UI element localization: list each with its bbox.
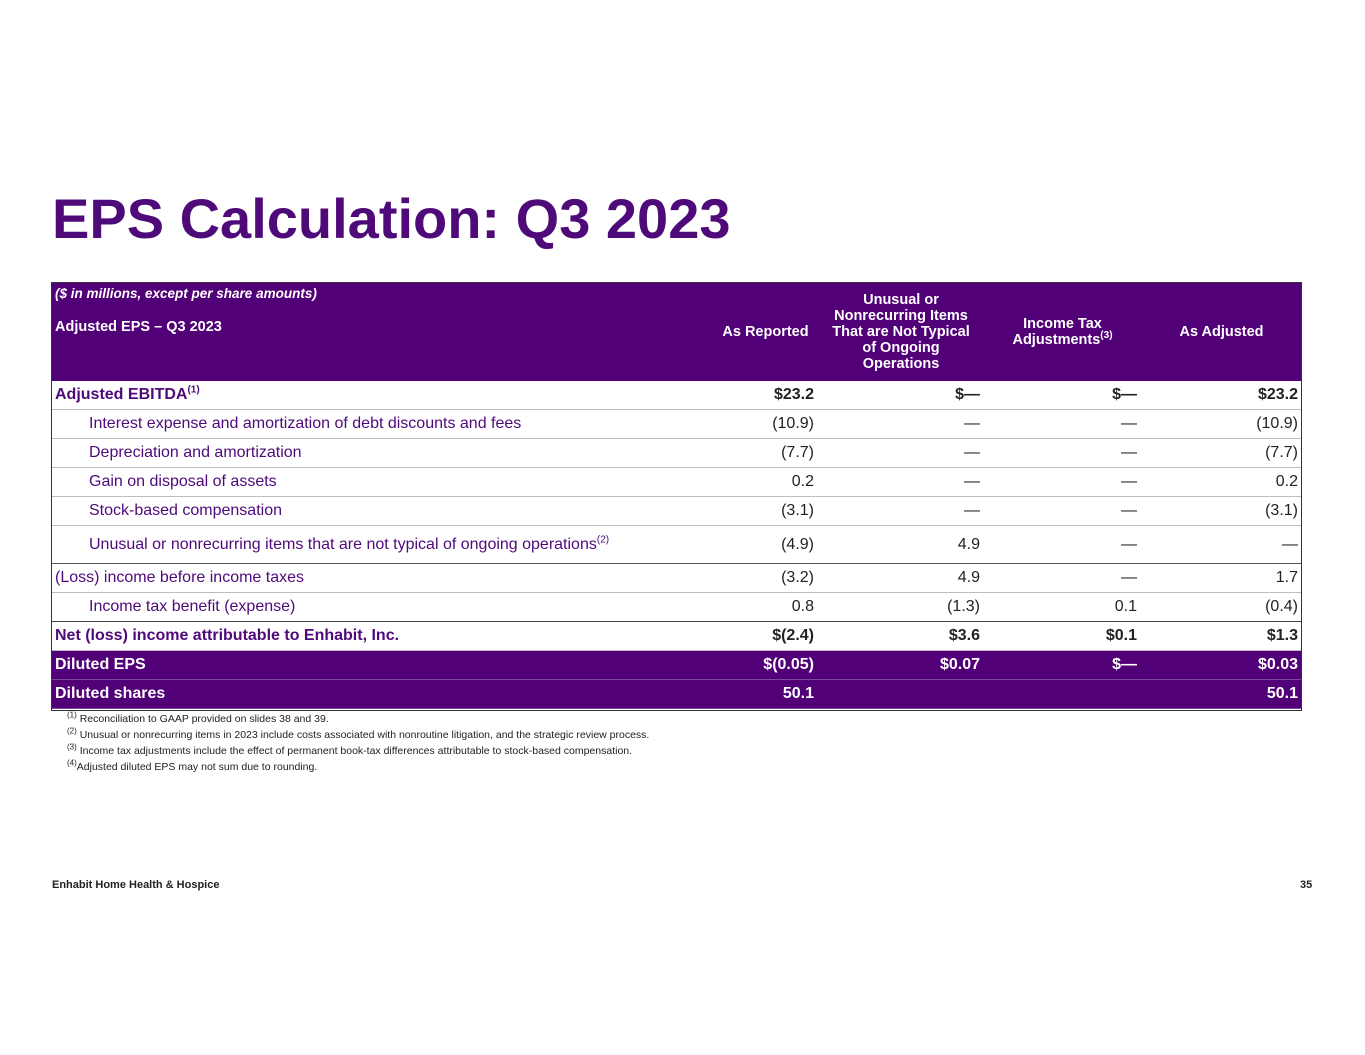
row-label: Diluted EPS <box>51 650 713 680</box>
table-row: Gain on disposal of assets 0.2 — — 0.2 <box>51 467 1302 497</box>
footnotes: (1) Reconciliation to GAAP provided on s… <box>67 711 649 775</box>
cell-as-reported: $(0.05) <box>713 650 818 680</box>
table-row: Unusual or nonrecurring items that are n… <box>51 525 1302 564</box>
col-unusual-line: That are Not Typical <box>832 323 970 340</box>
row-label: Adjusted EBITDA(1) <box>51 381 713 410</box>
row-label: Income tax benefit (expense) <box>51 592 713 622</box>
table-row: (Loss) income before income taxes (3.2) … <box>51 563 1302 593</box>
cell-unusual: $0.07 <box>818 650 984 680</box>
cell-as-reported: (7.7) <box>713 438 818 468</box>
cell-unusual <box>818 679 984 709</box>
table-row: Adjusted EBITDA(1) $23.2 $— $— $23.2 <box>51 381 1302 410</box>
footnote: (3) Income tax adjustments include the e… <box>67 742 633 757</box>
cell-unusual: 4.9 <box>818 563 984 593</box>
footer-company: Enhabit Home Health & Hospice <box>52 879 220 891</box>
cell-unusual: — <box>818 467 984 497</box>
table-subtitle: Adjusted EPS – Q3 2023 <box>55 319 222 335</box>
row-label: Diluted shares <box>51 679 713 709</box>
cell-as-reported: 0.2 <box>713 467 818 497</box>
table-row-diluted-eps: Diluted EPS $(0.05) $0.07 $— $0.03 <box>51 650 1302 680</box>
cell-tax: $— <box>984 381 1141 410</box>
cell-as-adjusted: 1.7 <box>1141 563 1302 593</box>
row-label: Gain on disposal of assets <box>51 467 713 497</box>
cell-unusual: — <box>818 438 984 468</box>
col-as-reported: As Reported <box>722 323 809 340</box>
page-title: EPS Calculation: Q3 2023 <box>52 187 731 250</box>
cell-as-adjusted: (10.9) <box>1141 409 1302 439</box>
col-as-adjusted: As Adjusted <box>1179 323 1264 340</box>
table-row: Interest expense and amortization of deb… <box>51 409 1302 439</box>
cell-as-reported: (4.9) <box>713 525 818 564</box>
cell-unusual: 4.9 <box>818 525 984 564</box>
header-label-cell: ($ in millions, except per share amounts… <box>51 282 713 381</box>
row-label: Unusual or nonrecurring items that are n… <box>51 525 713 564</box>
cell-tax: — <box>984 525 1141 564</box>
table-row: Income tax benefit (expense) 0.8 (1.3) 0… <box>51 592 1302 622</box>
cell-as-reported: 50.1 <box>713 679 818 709</box>
cell-as-adjusted: 50.1 <box>1141 679 1302 709</box>
cell-tax: — <box>984 438 1141 468</box>
cell-as-reported: (10.9) <box>713 409 818 439</box>
cell-as-reported: $(2.4) <box>713 621 818 651</box>
cell-unusual: (1.3) <box>818 592 984 622</box>
cell-tax: 0.1 <box>984 592 1141 622</box>
cell-unusual: $— <box>818 381 984 410</box>
cell-as-adjusted: $1.3 <box>1141 621 1302 651</box>
cell-tax: — <box>984 496 1141 526</box>
page-number: 35 <box>1300 879 1313 891</box>
table-row-diluted-shares: Diluted shares 50.1 50.1 <box>51 679 1302 709</box>
cell-as-reported: $23.2 <box>713 381 818 410</box>
row-label: Depreciation and amortization <box>51 438 713 468</box>
cell-unusual: — <box>818 496 984 526</box>
cell-tax: — <box>984 467 1141 497</box>
units-note: ($ in millions, except per share amounts… <box>55 286 317 301</box>
row-label: Net (loss) income attributable to Enhabi… <box>51 621 713 651</box>
col-income-tax: Income Tax Adjustments(3) <box>984 282 1141 381</box>
col-tax-line: Adjustments <box>1012 331 1101 348</box>
col-unusual-line: Unusual or <box>863 291 939 308</box>
cell-as-adjusted: (7.7) <box>1141 438 1302 468</box>
cell-as-reported: (3.2) <box>713 563 818 593</box>
cell-as-adjusted: — <box>1141 525 1302 564</box>
table-header-row: ($ in millions, except per share amounts… <box>51 282 1302 381</box>
col-unusual-line: of Ongoing <box>862 339 940 356</box>
cell-unusual: $3.6 <box>818 621 984 651</box>
col-tax-line: Income Tax <box>1023 315 1102 332</box>
col-unusual-items: Unusual or Nonrecurring Items That are N… <box>818 282 984 381</box>
cell-as-adjusted: 0.2 <box>1141 467 1302 497</box>
cell-as-adjusted: (0.4) <box>1141 592 1302 622</box>
row-label: Stock-based compensation <box>51 496 713 526</box>
cell-as-reported: (3.1) <box>713 496 818 526</box>
table-row-net-income: Net (loss) income attributable to Enhabi… <box>51 621 1302 651</box>
cell-as-adjusted: $23.2 <box>1141 381 1302 410</box>
col-tax-sup: (3) <box>1100 329 1113 341</box>
cell-tax: $0.1 <box>984 621 1141 651</box>
cell-tax: $— <box>984 650 1141 680</box>
row-label: (Loss) income before income taxes <box>51 563 713 593</box>
row-label: Interest expense and amortization of deb… <box>51 409 713 439</box>
col-unusual-line: Operations <box>862 355 940 372</box>
footnote: (4)Adjusted diluted EPS may not sum due … <box>67 758 318 773</box>
cell-as-adjusted: $0.03 <box>1141 650 1302 680</box>
table-row: Depreciation and amortization (7.7) — — … <box>51 438 1302 468</box>
col-unusual-line: Nonrecurring Items <box>834 307 968 324</box>
footnote: (2) Unusual or nonrecurring items in 202… <box>67 726 650 741</box>
cell-tax <box>984 679 1141 709</box>
cell-as-adjusted: (3.1) <box>1141 496 1302 526</box>
cell-unusual: — <box>818 409 984 439</box>
footnote: (1) Reconciliation to GAAP provided on s… <box>67 710 329 725</box>
cell-tax: — <box>984 409 1141 439</box>
cell-tax: — <box>984 563 1141 593</box>
eps-table: ($ in millions, except per share amounts… <box>51 282 1302 709</box>
cell-as-reported: 0.8 <box>713 592 818 622</box>
table-row: Stock-based compensation (3.1) — — (3.1) <box>51 496 1302 526</box>
